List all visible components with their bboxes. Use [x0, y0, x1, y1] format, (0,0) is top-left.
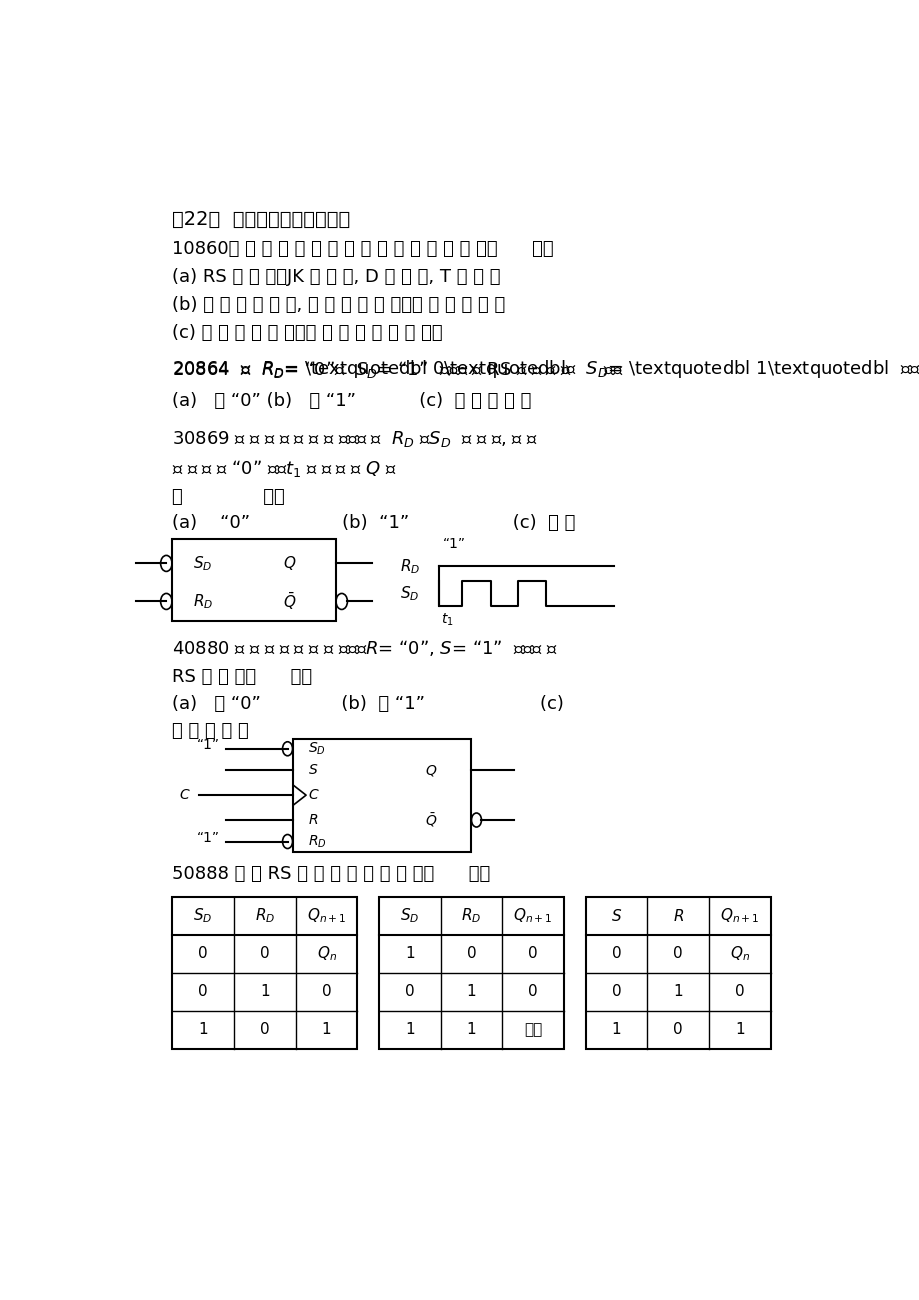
Text: 0: 0 [466, 946, 476, 961]
Text: $C$: $C$ [307, 788, 319, 802]
Text: 1: 1 [673, 984, 682, 1000]
Text: （              ）。: （ ）。 [172, 489, 285, 506]
Text: $Q_n$: $Q_n$ [730, 944, 749, 963]
Text: 1: 1 [466, 984, 476, 1000]
Bar [293, 738, 471, 852]
Text: $R_D$: $R_D$ [255, 906, 275, 926]
Text: “1”: “1” [197, 738, 220, 751]
Text: 0: 0 [611, 946, 620, 961]
Bar [172, 540, 335, 621]
Text: 不变: 不变 [524, 1022, 542, 1037]
Text: 1: 1 [404, 1022, 414, 1037]
Text: 1: 1 [198, 1022, 208, 1037]
Text: $R_D$: $R_D$ [400, 558, 420, 576]
Text: 1: 1 [611, 1022, 620, 1037]
Text: (a)    “0”                (b)  “1”                  (c)  不 定: (a) “0” (b) “1” (c) 不 定 [172, 515, 574, 533]
Text: $R_D$: $R_D$ [193, 592, 213, 611]
Bar [379, 897, 563, 1049]
Text: 0: 0 [260, 1022, 269, 1037]
Text: “1”: “1” [443, 537, 466, 551]
Text: $C$: $C$ [179, 788, 190, 802]
Text: $Q_n$: $Q_n$ [316, 944, 336, 963]
Text: 0: 0 [322, 984, 331, 1000]
Text: $R$: $R$ [307, 812, 317, 827]
Text: $R_D$: $R_D$ [307, 833, 326, 850]
Text: $R$: $R$ [672, 907, 683, 924]
Text: 保 持 原 状 态: 保 持 原 状 态 [172, 722, 248, 740]
Text: 20864  在  $R_D$= “0”，  $S_D$= “1”  时，基 本 RS 触 发 器 （      ）。: 20864 在 $R_D$= “0”， $S_D$= “1” 时，基 本 RS … [172, 359, 624, 380]
Text: 0: 0 [260, 946, 269, 961]
Text: $Q_{n+1}$: $Q_{n+1}$ [720, 906, 759, 926]
Text: 1: 1 [404, 946, 414, 961]
Bar [172, 897, 357, 1049]
Text: 0: 0 [198, 984, 208, 1000]
Text: $Q_{n+1}$: $Q_{n+1}$ [306, 906, 346, 926]
Text: 0: 0 [198, 946, 208, 961]
Text: 1: 1 [322, 1022, 331, 1037]
Text: RS 触 发 器（      ）。: RS 触 发 器（ ）。 [172, 667, 312, 685]
Text: (a) RS 触 发 器，JK 触 发 器, D 触 发 器, T 触 发 器: (a) RS 触 发 器，JK 触 发 器, D 触 发 器, T 触 发 器 [172, 268, 500, 286]
Text: 0: 0 [673, 946, 682, 961]
Text: $S_D$: $S_D$ [193, 906, 212, 926]
Text: 40880 逻 辑 电 路 如 图 所 示，当$R$= “0”, $S$= “1”  时，可 控: 40880 逻 辑 电 路 如 图 所 示，当$R$= “0”, $S$= “1… [172, 638, 557, 659]
Text: $S_D$: $S_D$ [400, 584, 419, 603]
Text: (a)   置 “0”              (b)  置 “1”                    (c): (a) 置 “0” (b) 置 “1” (c) [172, 694, 563, 712]
Text: $t_1$: $t_1$ [440, 611, 453, 628]
Text: $R_D$: $R_D$ [460, 906, 482, 926]
Text: $Q_{n+1}$: $Q_{n+1}$ [513, 906, 552, 926]
Text: 1: 1 [260, 984, 269, 1000]
Text: 0: 0 [528, 946, 538, 961]
Text: 0: 0 [528, 984, 538, 1000]
Text: (b) 双 稳 态 触 发 器, 单 稳 态 触 发 器，无 稳 态 触 发 器: (b) 双 稳 态 触 发 器, 单 稳 态 触 发 器，无 稳 态 触 发 器 [172, 296, 505, 315]
Text: 30869 逻 辑 电 路 如 图 所 示，分 析  $R_D$ ，$S_D$  的 波 形, 当 初: 30869 逻 辑 电 路 如 图 所 示，分 析 $R_D$ ，$S_D$ 的… [172, 429, 538, 450]
Text: 1: 1 [734, 1022, 744, 1037]
Text: 20864  在  $R_D$= \textquotedbl 0\textquotedbl，  $S_D$= \textquotedbl 1\textquote: 20864 在 $R_D$= \textquotedbl 0\textquote… [172, 359, 919, 380]
Text: (a)   置 “0” (b)   置 “1”           (c)  保 持 原 状 态: (a) 置 “0” (b) 置 “1” (c) 保 持 原 状 态 [172, 393, 531, 411]
Text: $Q$: $Q$ [425, 763, 437, 777]
Text: 50888 可 控 RS 触 发 器 的 状 态 表 为（      ）。: 50888 可 控 RS 触 发 器 的 状 态 表 为（ ）。 [172, 864, 490, 883]
Text: 1: 1 [466, 1022, 476, 1037]
Text: 始 状 态 为 “0” 时，$t_1$ 瞬 间 输 出 $Q$ 为: 始 状 态 为 “0” 时，$t_1$ 瞬 间 输 出 $Q$ 为 [172, 458, 396, 478]
Text: 10860触 发 器 按 其 工 作 状 态 是 否 稳 定 可 分 为（      ）。: 10860触 发 器 按 其 工 作 状 态 是 否 稳 定 可 分 为（ ）。 [172, 240, 553, 259]
Text: $\bar{Q}$: $\bar{Q}$ [425, 811, 437, 829]
Text: $S_D$: $S_D$ [307, 741, 325, 757]
Text: (c) 主 从 型 触 发 器，维 持 阻 塞 型 触 发 器。: (c) 主 从 型 触 发 器，维 持 阻 塞 型 触 发 器。 [172, 324, 442, 342]
Text: $S_D$: $S_D$ [193, 554, 212, 573]
Text: “1”: “1” [197, 831, 220, 845]
Text: $S$: $S$ [610, 907, 621, 924]
Text: $\bar{Q}$: $\bar{Q}$ [282, 592, 296, 612]
Text: 0: 0 [673, 1022, 682, 1037]
Text: 0: 0 [734, 984, 744, 1000]
Text: $S$: $S$ [307, 763, 318, 777]
Text: 0: 0 [611, 984, 620, 1000]
Bar [585, 897, 770, 1049]
Text: 第22章  触发器和时序逻辑电路: 第22章 触发器和时序逻辑电路 [172, 209, 350, 229]
Text: $S_D$: $S_D$ [400, 906, 419, 926]
Text: 0: 0 [404, 984, 414, 1000]
Text: $Q$: $Q$ [282, 554, 296, 572]
